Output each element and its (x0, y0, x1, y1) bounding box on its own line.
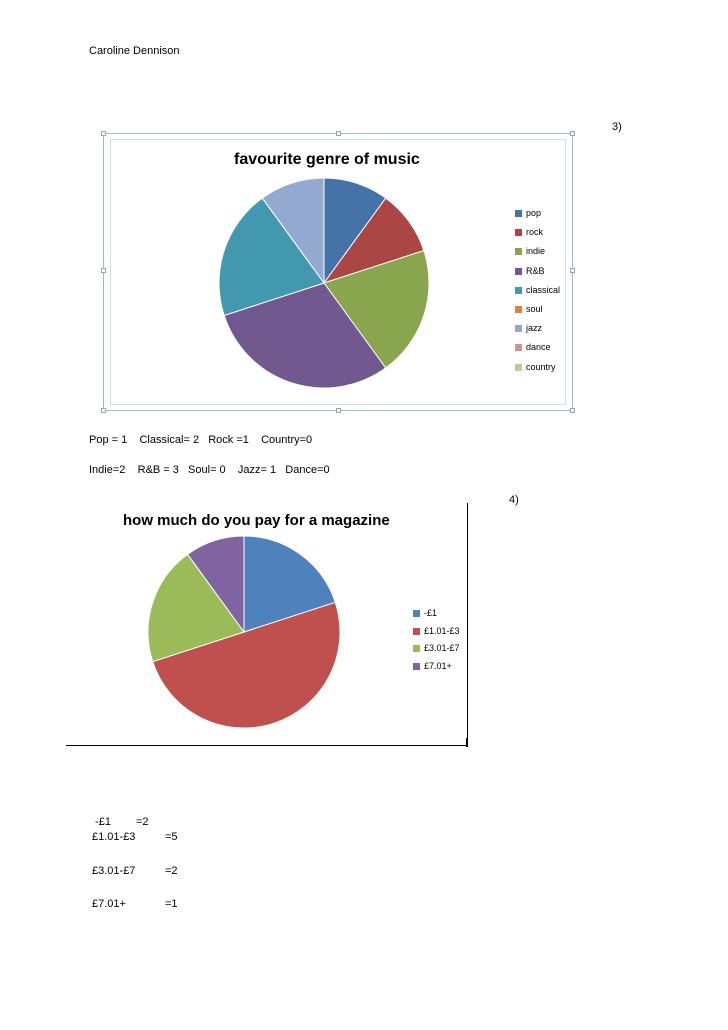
genre-legend-item-0: pop (515, 208, 541, 218)
chart-resize-handle-right[interactable] (570, 268, 575, 273)
genre-legend-label-0: pop (526, 208, 542, 218)
genre-legend-item-4: classical (515, 285, 560, 295)
magazine-count-value-2: =5 (165, 831, 178, 843)
question-3-label: 3) (612, 121, 622, 133)
magazine-count-label-4: £7.01+ (92, 898, 126, 910)
chart-resize-handle-bottom-right[interactable] (570, 408, 575, 413)
magazine-count-value-4: =1 (165, 898, 178, 910)
genre-legend-label-5: soul (526, 304, 543, 314)
genre-chart-frame[interactable] (103, 133, 573, 411)
question-4-label: 4) (509, 494, 519, 506)
genre-legend-item-2: indie (515, 246, 545, 256)
magazine-chart-title: how much do you pay for a magazine (123, 512, 390, 529)
genre-legend-swatch-3 (515, 267, 522, 275)
genre-counts-line-2: Indie=2 R&B = 3 Soul= 0 Jazz= 1 Dance=0 (89, 464, 330, 476)
magazine-legend-label-2: £3.01-£7 (424, 643, 460, 653)
genre-legend-item-7: dance (515, 342, 551, 352)
magazine-legend-item-1: £1.01-£3 (413, 626, 460, 636)
chart-resize-handle-left[interactable] (101, 268, 106, 273)
chart-resize-handle-top[interactable] (336, 131, 341, 136)
magazine-legend-swatch-3 (413, 662, 420, 670)
magazine-legend-label-1: £1.01-£3 (424, 625, 460, 636)
genre-chart-title: favourite genre of music (234, 151, 420, 168)
magazine-legend-item-2: £3.01-£7 (413, 643, 460, 653)
magazine-chart-frame[interactable] (66, 502, 468, 746)
genre-legend-swatch-1 (515, 229, 522, 237)
genre-legend-swatch-0 (515, 210, 522, 217)
chart-border-bottom (66, 745, 468, 746)
genre-legend-swatch-2 (515, 248, 522, 256)
magazine-count-label-2: £1.01-£3 (92, 831, 136, 843)
author-name: Caroline Dennison (89, 45, 180, 57)
magazine-legend-swatch-1 (413, 627, 420, 635)
genre-legend-label-7: dance (526, 342, 551, 353)
text-cursor (466, 738, 468, 747)
genre-chart-plot-area (110, 139, 566, 405)
genre-legend-label-1: rock (526, 227, 544, 238)
magazine-legend-item-3: £7.01+ (413, 661, 452, 671)
genre-legend-item-3: R&B (515, 266, 545, 276)
magazine-count-label-1: -£1 (92, 816, 111, 828)
genre-legend-swatch-6 (515, 325, 522, 333)
chart-border-right (467, 503, 468, 745)
chart-resize-handle-top-left[interactable] (101, 131, 106, 136)
genre-legend-swatch-7 (515, 344, 522, 352)
magazine-legend-label-3: £7.01+ (424, 660, 452, 671)
genre-legend-swatch-8 (515, 363, 522, 371)
genre-legend-item-5: soul (515, 304, 543, 314)
magazine-legend-swatch-2 (413, 645, 420, 652)
genre-legend-swatch-5 (515, 306, 522, 313)
magazine-count-label-3: £3.01-£7 (92, 865, 136, 877)
genre-legend-item-1: rock (515, 227, 543, 237)
genre-legend-label-2: indie (526, 246, 546, 257)
magazine-count-value-1: =2 (136, 816, 149, 828)
magazine-count-value-3: =2 (165, 865, 178, 877)
chart-resize-handle-bottom-left[interactable] (101, 408, 106, 413)
chart-resize-handle-bottom[interactable] (336, 408, 341, 413)
magazine-legend-swatch-0 (413, 610, 420, 617)
magazine-legend-item-0: -£1 (413, 608, 437, 618)
chart-resize-handle-top-right[interactable] (570, 131, 575, 136)
genre-counts-line-1: Pop = 1 Classical= 2 Rock =1 Country=0 (89, 434, 313, 446)
genre-legend-item-8: country (515, 362, 556, 372)
genre-legend-item-6: jazz (515, 323, 542, 333)
genre-legend-label-4: classical (526, 284, 561, 295)
genre-legend-label-3: R&B (526, 265, 545, 276)
genre-legend-label-6: jazz (526, 323, 543, 334)
magazine-legend-label-0: -£1 (424, 608, 438, 618)
genre-legend-label-8: country (526, 361, 556, 372)
genre-legend-swatch-4 (515, 286, 522, 294)
